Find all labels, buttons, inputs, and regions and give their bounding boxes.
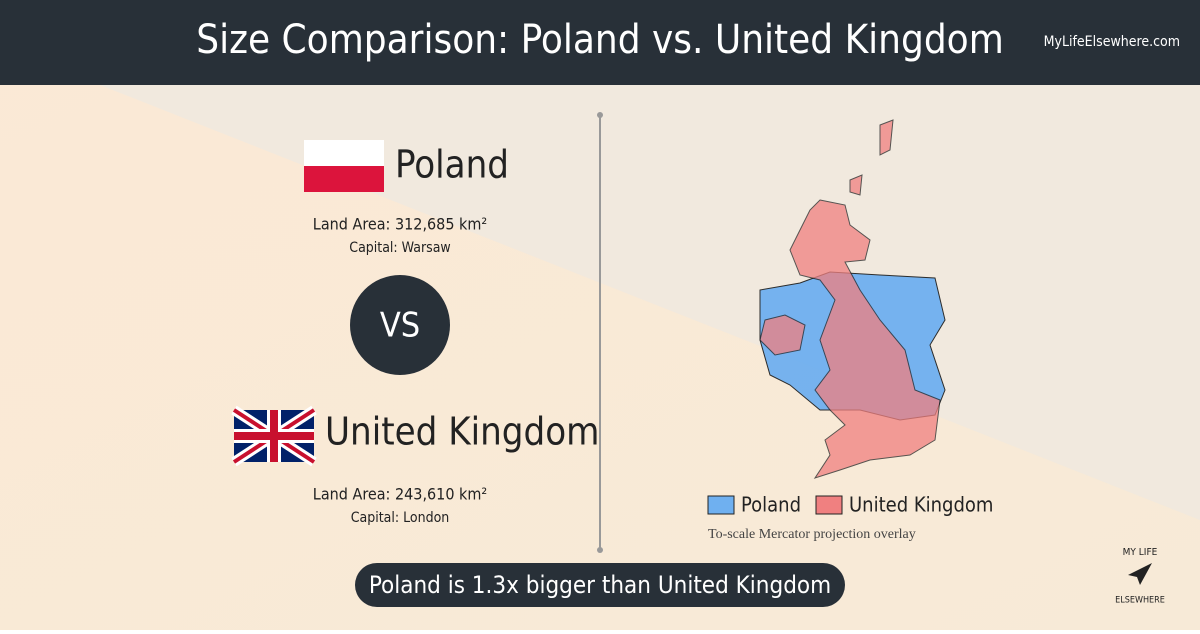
conclusion: Poland is 1.3x bigger than United Kingdo… [369, 571, 831, 599]
conclusion-pill [355, 563, 845, 607]
country-name: Poland [395, 143, 509, 187]
uk-flag [231, 405, 317, 467]
title: Size Comparison: Poland vs. United Kingd… [196, 17, 1004, 63]
capital: Capital: London [351, 510, 450, 526]
logo-text: ELSEWHERE [1115, 596, 1165, 606]
legend-swatch [815, 495, 843, 515]
land-area: Land Area: 312,685 km² [313, 215, 487, 234]
site-name[interactable]: MyLifeElsewhere.com [1044, 34, 1180, 50]
legend-label: Poland [741, 493, 801, 517]
map-overlay [759, 119, 946, 479]
legend-label: United Kingdom [849, 493, 993, 517]
logo-text: MY LIFE [1123, 547, 1158, 558]
vs-circle [350, 275, 450, 375]
land-area: Land Area: 243,610 km² [313, 485, 487, 504]
country-name: United Kingdom [325, 410, 599, 454]
divider-end [597, 547, 603, 553]
header-bar [0, 0, 1200, 85]
logo-plane [1128, 563, 1152, 585]
divider-end [597, 112, 603, 118]
legend-swatch [707, 495, 735, 515]
capital: Capital: Warsaw [349, 240, 450, 256]
vs-label: VS [380, 306, 420, 346]
legend-note: To-scale Mercator projection overlay [708, 527, 916, 542]
poland-flag [304, 140, 384, 192]
